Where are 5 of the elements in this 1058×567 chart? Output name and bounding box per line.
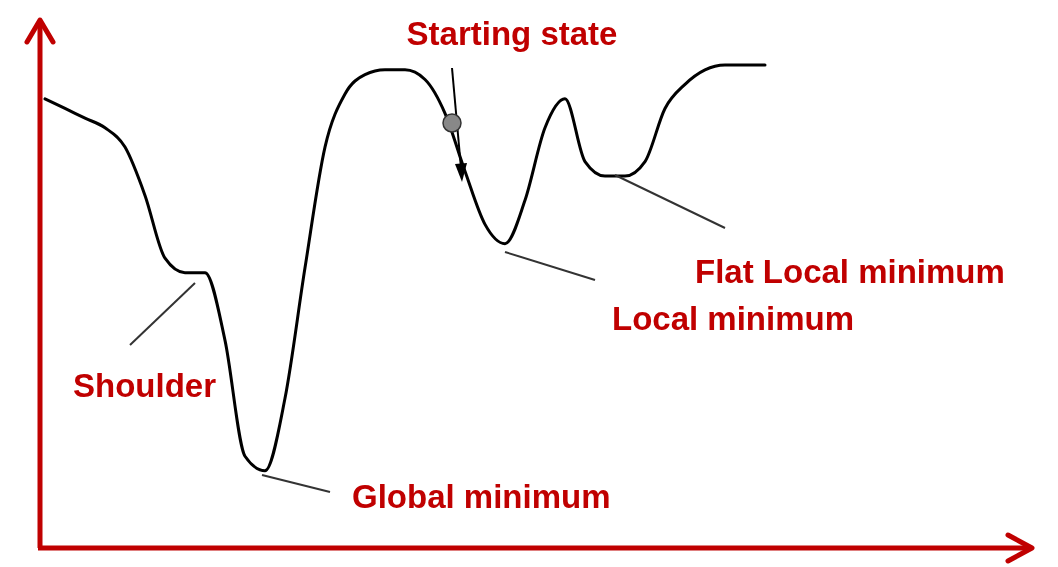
- annotation: Flat Local minimum: [695, 253, 1005, 290]
- annotation: Local minimum: [612, 300, 855, 337]
- text: Starting state: [406, 15, 618, 52]
- annotation: Global minimum: [352, 478, 611, 515]
- annotation: Shoulder: [73, 367, 217, 404]
